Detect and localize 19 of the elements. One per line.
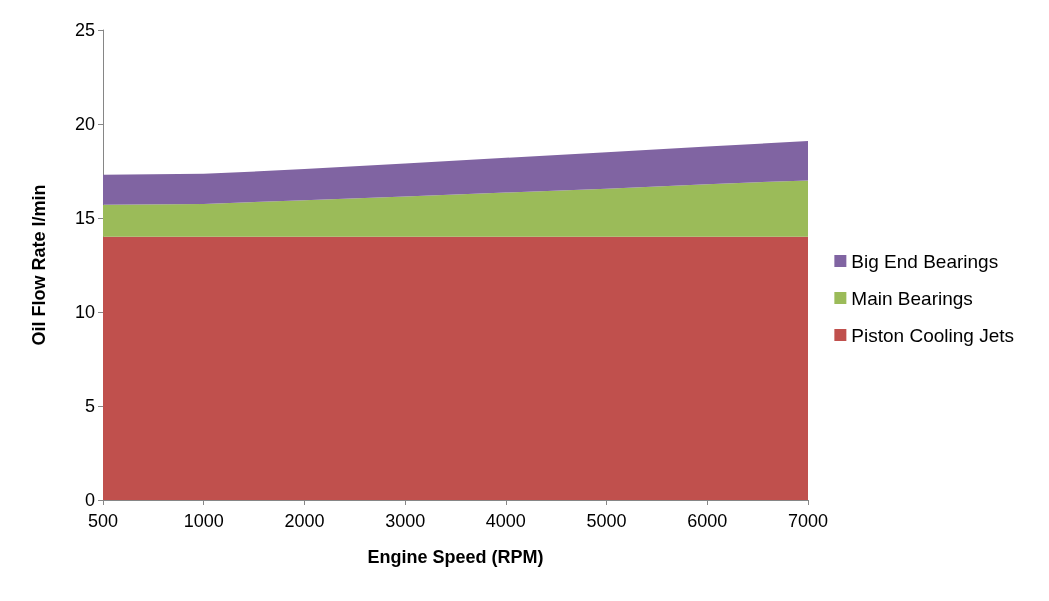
y-tick-label: 15 <box>74 208 95 228</box>
y-axis-title: Oil Flow Rate l/min <box>29 184 49 346</box>
x-tick-label: 6000 <box>687 511 728 531</box>
x-tick-label: 5000 <box>586 511 627 531</box>
y-tick-label: 20 <box>74 114 95 134</box>
y-tick-label: 10 <box>74 302 95 322</box>
x-tick-label: 1000 <box>183 511 224 531</box>
y-tick-label: 25 <box>74 20 95 40</box>
legend-label: Main Bearings <box>851 287 973 309</box>
x-tick-label: 3000 <box>385 511 426 531</box>
legend-label: Big End Bearings <box>851 250 999 272</box>
x-tick-label: 7000 <box>787 511 829 531</box>
x-tick-label: 4000 <box>485 511 526 531</box>
x-axis-title: Engine Speed (RPM) <box>367 547 544 567</box>
x-tick-label: 2000 <box>284 511 325 531</box>
y-tick-label: 5 <box>84 396 95 416</box>
x-tick-label: 500 <box>87 511 119 531</box>
legend-label: Piston Cooling Jets <box>851 324 1015 346</box>
y-tick-label: 0 <box>84 490 95 510</box>
